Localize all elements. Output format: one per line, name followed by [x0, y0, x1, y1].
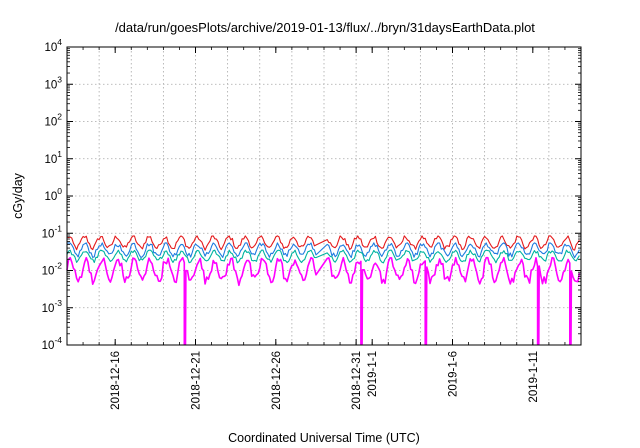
grid	[67, 47, 581, 345]
y-tick-label: 102	[44, 112, 62, 129]
y-tick-label: 10-1	[42, 223, 63, 240]
x-tick-label: 2018-12-31	[351, 351, 363, 410]
y-tick-label: 10-3	[42, 298, 63, 315]
x-tick-label: 2018-12-26	[271, 351, 283, 410]
y-tick-label: 10-2	[42, 261, 63, 278]
x-tick-label: 2019-1-1	[367, 351, 379, 397]
x-axis-label: Coordinated Universal Time (UTC)	[228, 431, 420, 445]
chart-title: /data/run/goesPlots/archive/2019-01-13/f…	[115, 20, 535, 35]
y-axis: 10-4 10-3 10-2 10-1 100 101 102 103 104	[42, 37, 581, 352]
y-tick-label: 10-4	[42, 335, 63, 352]
y-tick-label: 100	[44, 186, 62, 203]
plot-area	[66, 235, 581, 345]
x-axis: 2018-12-16 2018-12-21 2018-12-26 2018-12-31…	[82, 47, 566, 410]
x-tick-label: 2018-12-21	[191, 351, 203, 410]
y-tick-label: 101	[44, 149, 62, 166]
series-line	[66, 242, 580, 259]
y-axis-label: cGy/day	[11, 172, 25, 219]
y-tick-label: 104	[44, 37, 62, 54]
y-tick-label: 103	[44, 74, 62, 91]
x-tick-label: 2018-12-16	[110, 351, 122, 410]
x-tick-label: 2019-1-6	[448, 351, 460, 397]
series-line	[66, 256, 581, 345]
x-tick-label: 2019-1-11	[528, 351, 540, 403]
series-line	[66, 235, 580, 251]
series-line	[66, 249, 580, 264]
